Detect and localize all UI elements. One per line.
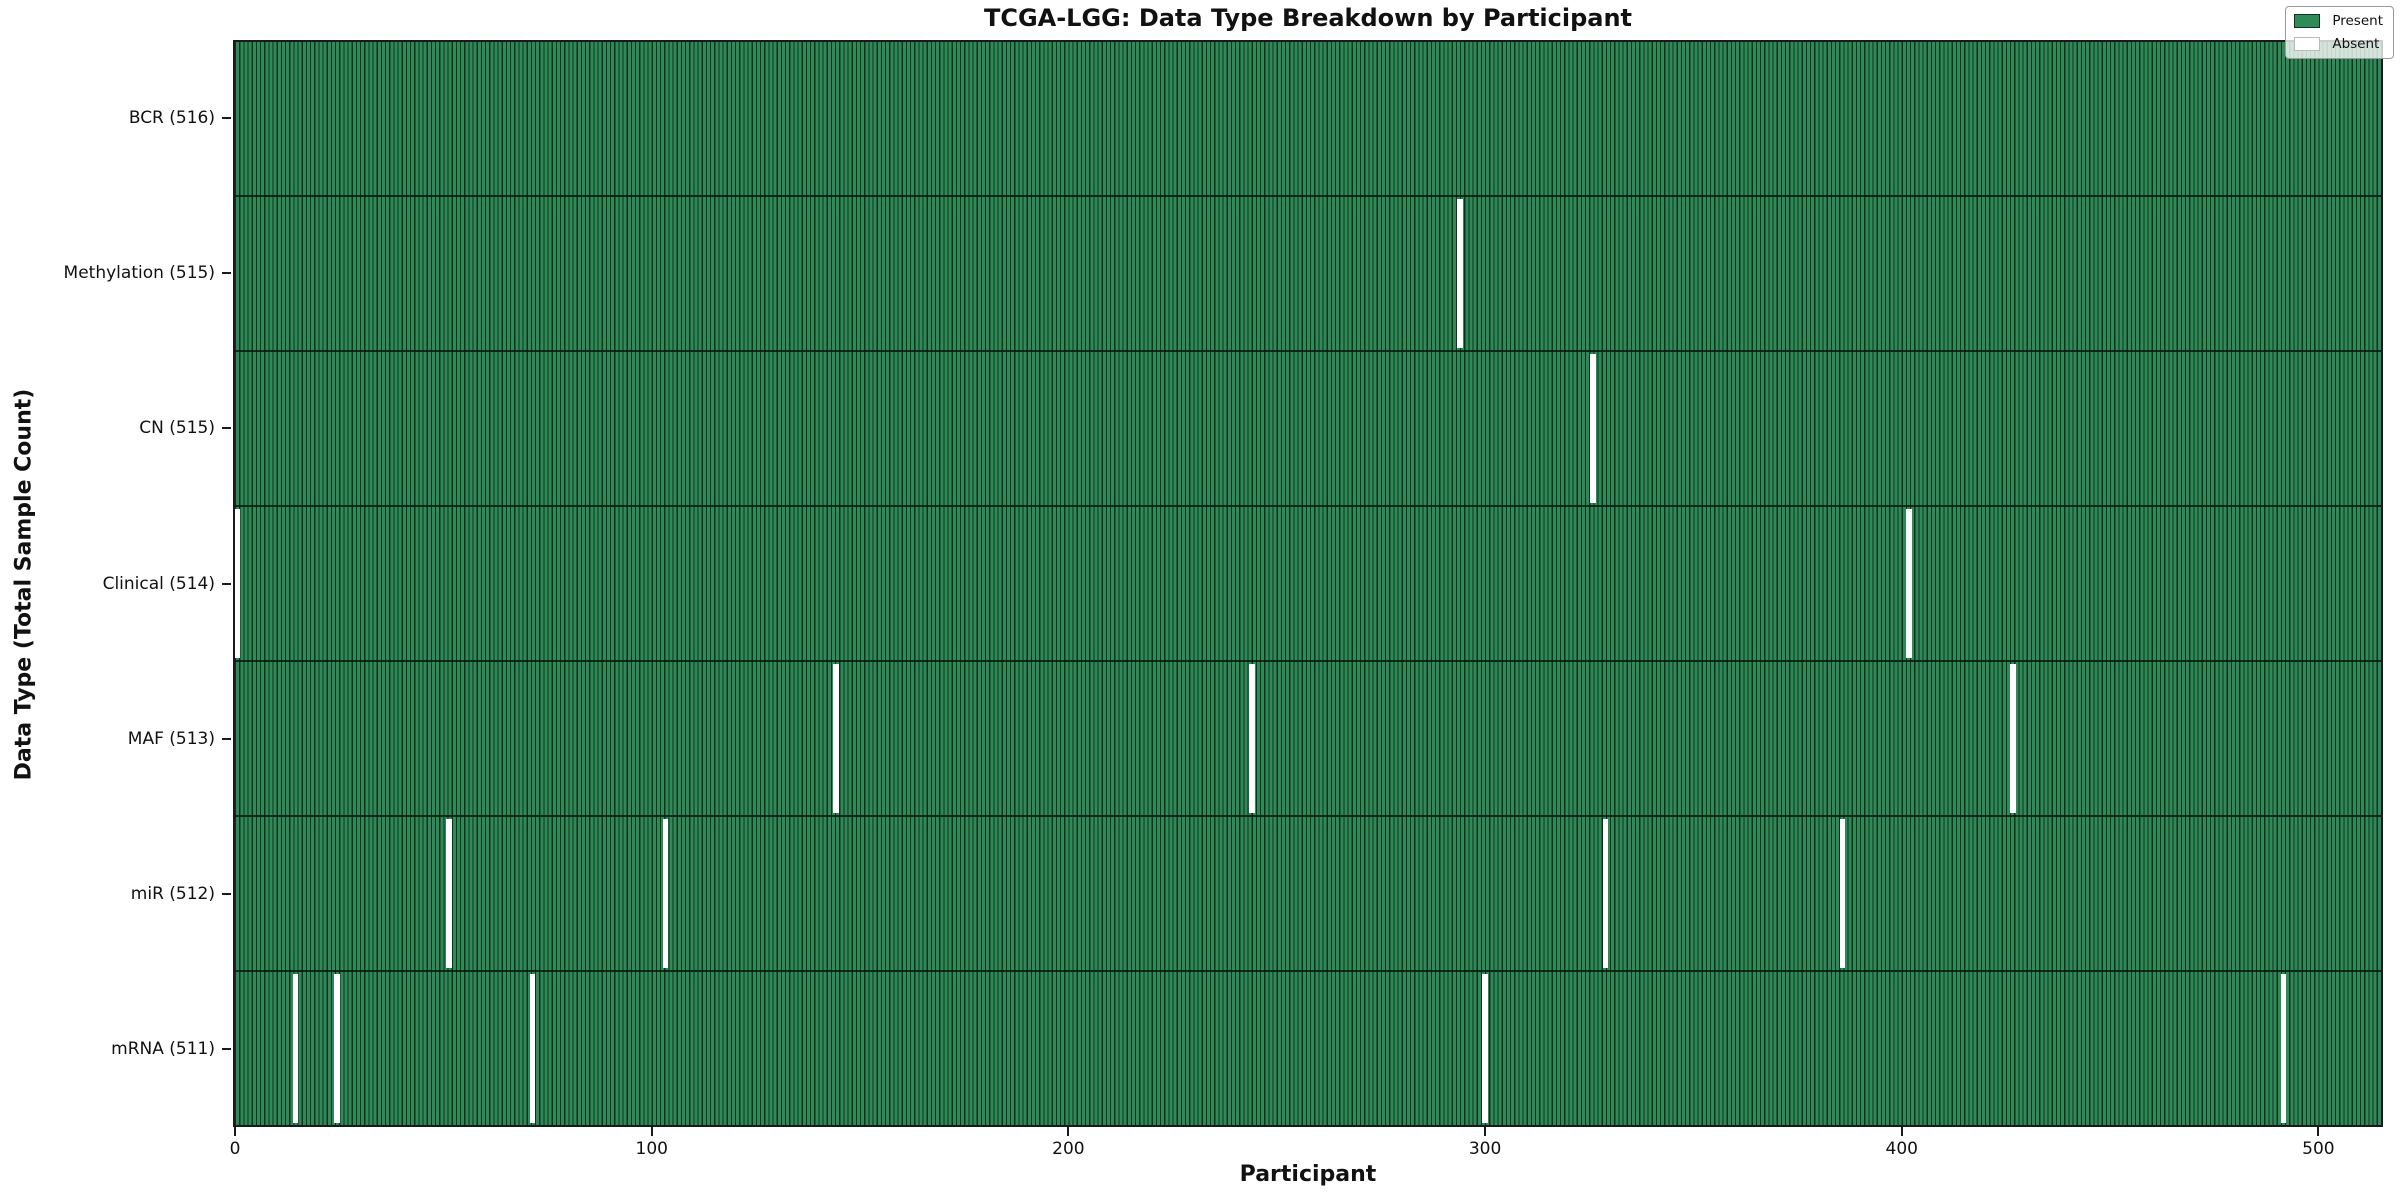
x-tick-label-500: 500 (2302, 1139, 2335, 1159)
legend-swatch-absent (2294, 37, 2321, 51)
absent-gap-mRNA-14 (292, 974, 299, 1123)
absent-gap-miR-51 (446, 819, 452, 968)
y-tick-mark (222, 1048, 231, 1051)
heatmap-row-mRNA (235, 970, 2381, 1125)
heatmap-row-Methylation (235, 195, 2381, 350)
x-axis-label: Participant (1239, 1162, 1377, 1187)
chart-title: TCGA-LGG: Data Type Breakdown by Partici… (983, 4, 1633, 32)
y-tick-label-miR: miR (512) (130, 884, 215, 905)
y-tick-mark (222, 271, 231, 274)
y-tick-label-mRNA: mRNA (511) (111, 1039, 215, 1060)
legend-entry-present: Present (2294, 13, 2383, 29)
legend: Present Absent (2285, 6, 2394, 59)
x-tick-label-200: 200 (1052, 1139, 1085, 1159)
heatmap-row-CN (235, 350, 2381, 505)
x-tick-mark (650, 1127, 653, 1136)
absent-gap-MAF-244 (1249, 664, 1255, 813)
absent-gap-Clinical-0 (235, 509, 240, 658)
y-tick-label-BCR: BCR (516) (128, 107, 215, 128)
absent-gap-mRNA-24 (334, 974, 340, 1123)
x-tick-mark (1484, 1127, 1487, 1136)
x-axis: 0 100 200 300 400 500 (229, 1127, 2383, 1167)
absent-gap-Methylation-294 (1457, 199, 1463, 348)
x-tick-mark (1900, 1127, 1903, 1136)
y-tick-mark (222, 116, 231, 119)
x-tick-mark (234, 1127, 237, 1136)
absent-gap-mRNA-300 (1482, 974, 1488, 1123)
x-tick-mark (1067, 1127, 1070, 1136)
y-tick-mark (222, 737, 231, 740)
absent-gap-Clinical-402 (1906, 509, 1912, 658)
x-tick-mark (2317, 1127, 2320, 1136)
y-tick-mark (222, 893, 231, 896)
y-tick-label-MAF: MAF (513) (127, 728, 215, 749)
y-axis: BCR (516) Methylation (515) CN (515) Clinic… (0, 40, 233, 1127)
legend-label-absent: Absent (2332, 36, 2380, 52)
y-tick-mark (222, 582, 231, 585)
legend-swatch-present (2294, 14, 2321, 28)
absent-gap-MAF-144 (833, 664, 839, 813)
absent-gap-mRNA-71 (529, 974, 536, 1123)
y-tick-label-Clinical: Clinical (514) (102, 573, 215, 594)
x-tick-label-300: 300 (1468, 1139, 1502, 1159)
x-tick-label-400: 400 (1885, 1139, 1918, 1159)
absent-gap-miR-329 (1602, 819, 1609, 968)
absent-gap-miR-386 (1839, 819, 1846, 968)
legend-entry-absent: Absent (2294, 36, 2383, 52)
y-tick-label-CN: CN (515) (139, 418, 215, 439)
y-tick-label-Methylation: Methylation (515) (63, 262, 215, 283)
absent-gap-CN-326 (1590, 354, 1596, 503)
y-tick-mark (222, 427, 231, 430)
heatmap-row-miR (235, 815, 2381, 970)
heatmap-row-MAF (235, 660, 2381, 815)
plot-area (233, 40, 2383, 1127)
absent-gap-MAF-427 (2010, 664, 2016, 813)
x-tick-label-0: 0 (229, 1139, 241, 1159)
legend-label-present: Present (2332, 13, 2383, 29)
absent-gap-mRNA-492 (2280, 974, 2287, 1123)
absent-gap-miR-103 (662, 819, 669, 968)
x-tick-label-100: 100 (635, 1139, 668, 1159)
heatmap-row-BCR (235, 42, 2381, 195)
heatmap-row-Clinical (235, 505, 2381, 660)
